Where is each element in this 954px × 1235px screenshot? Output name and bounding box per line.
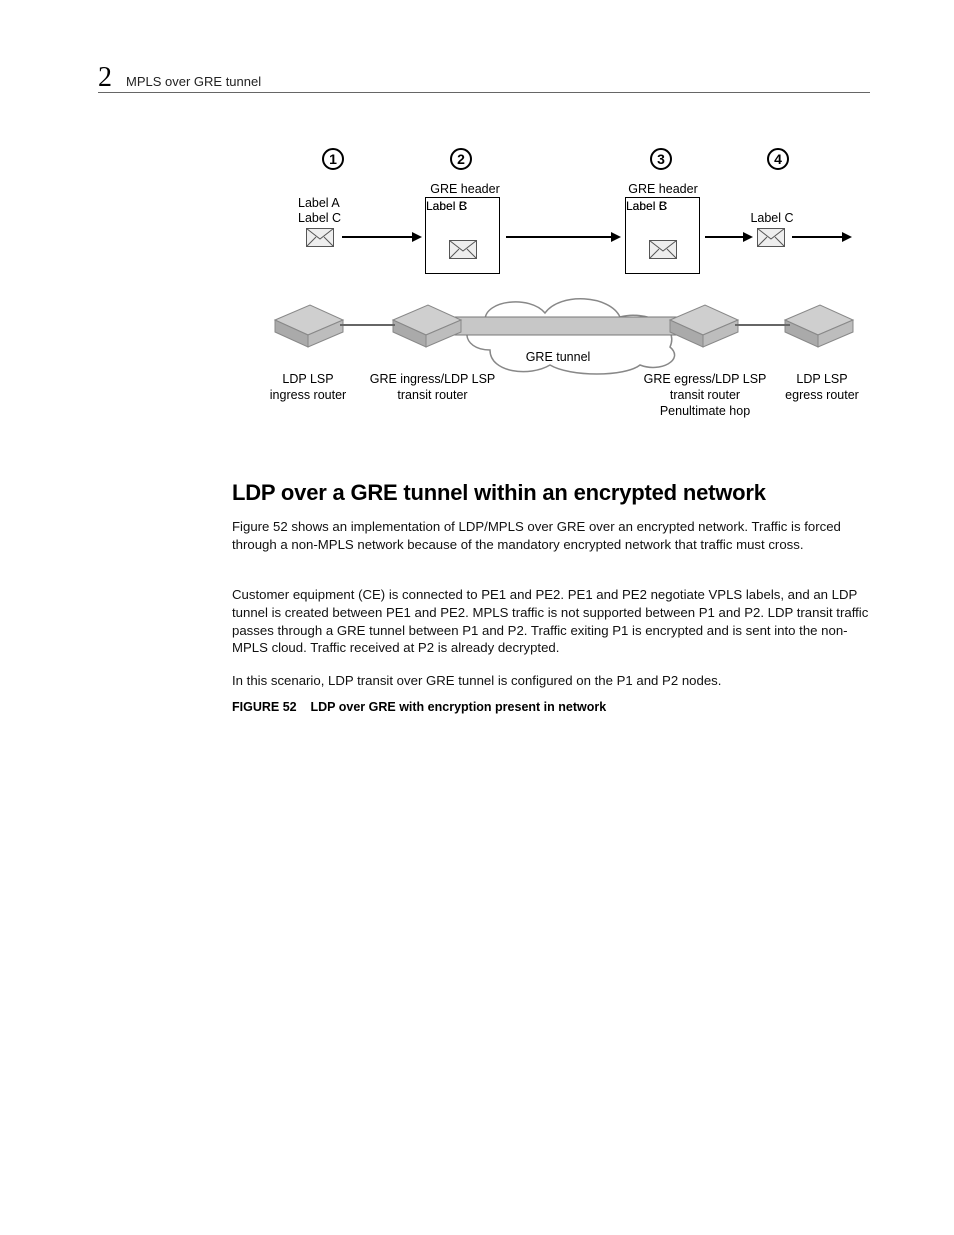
- figure-label: FIGURE 52: [232, 700, 297, 714]
- envelope-icon-1: [306, 228, 334, 247]
- router-icon-4: [780, 300, 858, 350]
- paragraph-3: In this scenario, LDP transit over GRE t…: [232, 672, 872, 690]
- running-title: MPLS over GRE tunnel: [126, 74, 261, 93]
- network-diagram: 1 2 3 4 GRE header GRE header Label A La…: [280, 140, 870, 450]
- packet2-box: Label B Label C: [425, 197, 500, 274]
- gre-header-label-left: GRE header: [430, 182, 500, 196]
- arrow-2: [506, 230, 621, 244]
- header-rule: [98, 92, 870, 93]
- marker-4: 4: [767, 148, 789, 170]
- router-icon-1: [270, 300, 348, 350]
- packet1-row1: Label A: [298, 196, 358, 210]
- arrow-3: [705, 230, 753, 244]
- packet3-row2: Label C: [626, 198, 667, 214]
- packet3-box: Label B Label C: [625, 197, 700, 274]
- arrow-4: [792, 230, 852, 244]
- router1-label-l1: LDP LSP: [258, 372, 358, 386]
- envelope-icon-2: [449, 240, 477, 259]
- link-3-4: [735, 322, 790, 328]
- figure-caption: FIGURE 52 LDP over GRE with encryption p…: [232, 700, 606, 714]
- arrow-1: [342, 230, 422, 244]
- figure-caption-text: LDP over GRE with encryption present in …: [311, 700, 607, 714]
- router1-label-l2: ingress router: [258, 388, 358, 402]
- marker-2: 2: [450, 148, 472, 170]
- envelope-icon-3: [649, 240, 677, 259]
- packet2-row2: Label C: [426, 198, 467, 214]
- router2-label-l1: GRE ingress/LDP LSP: [360, 372, 505, 386]
- paragraph-2: Customer equipment (CE) is connected to …: [232, 586, 872, 657]
- router3-label-l2: transit router: [630, 388, 780, 402]
- gre-header-label-right: GRE header: [628, 182, 698, 196]
- packet1-row2: Label C: [298, 211, 358, 225]
- envelope-icon-4: [757, 228, 785, 247]
- router4-label-l2: egress router: [772, 388, 872, 402]
- page-header: 2 MPLS over GRE tunnel: [98, 62, 874, 94]
- router-icon-2: [388, 300, 466, 350]
- tunnel-label: GRE tunnel: [518, 350, 598, 364]
- router2-label-l2: transit router: [360, 388, 505, 402]
- router-icon-3: [665, 300, 743, 350]
- link-1-2: [340, 322, 395, 328]
- router4-label-l1: LDP LSP: [772, 372, 872, 386]
- marker-3: 3: [650, 148, 672, 170]
- section-heading: LDP over a GRE tunnel within an encrypte…: [232, 480, 766, 506]
- router3-label-l1: GRE egress/LDP LSP: [630, 372, 780, 386]
- router3-label-l3: Penultimate hop: [630, 404, 780, 418]
- packet4-row1: Label C: [742, 211, 802, 225]
- chapter-number: 2: [98, 62, 112, 94]
- marker-1: 1: [322, 148, 344, 170]
- paragraph-1: Figure 52 shows an implementation of LDP…: [232, 518, 872, 554]
- tunnel-icon: [440, 316, 690, 336]
